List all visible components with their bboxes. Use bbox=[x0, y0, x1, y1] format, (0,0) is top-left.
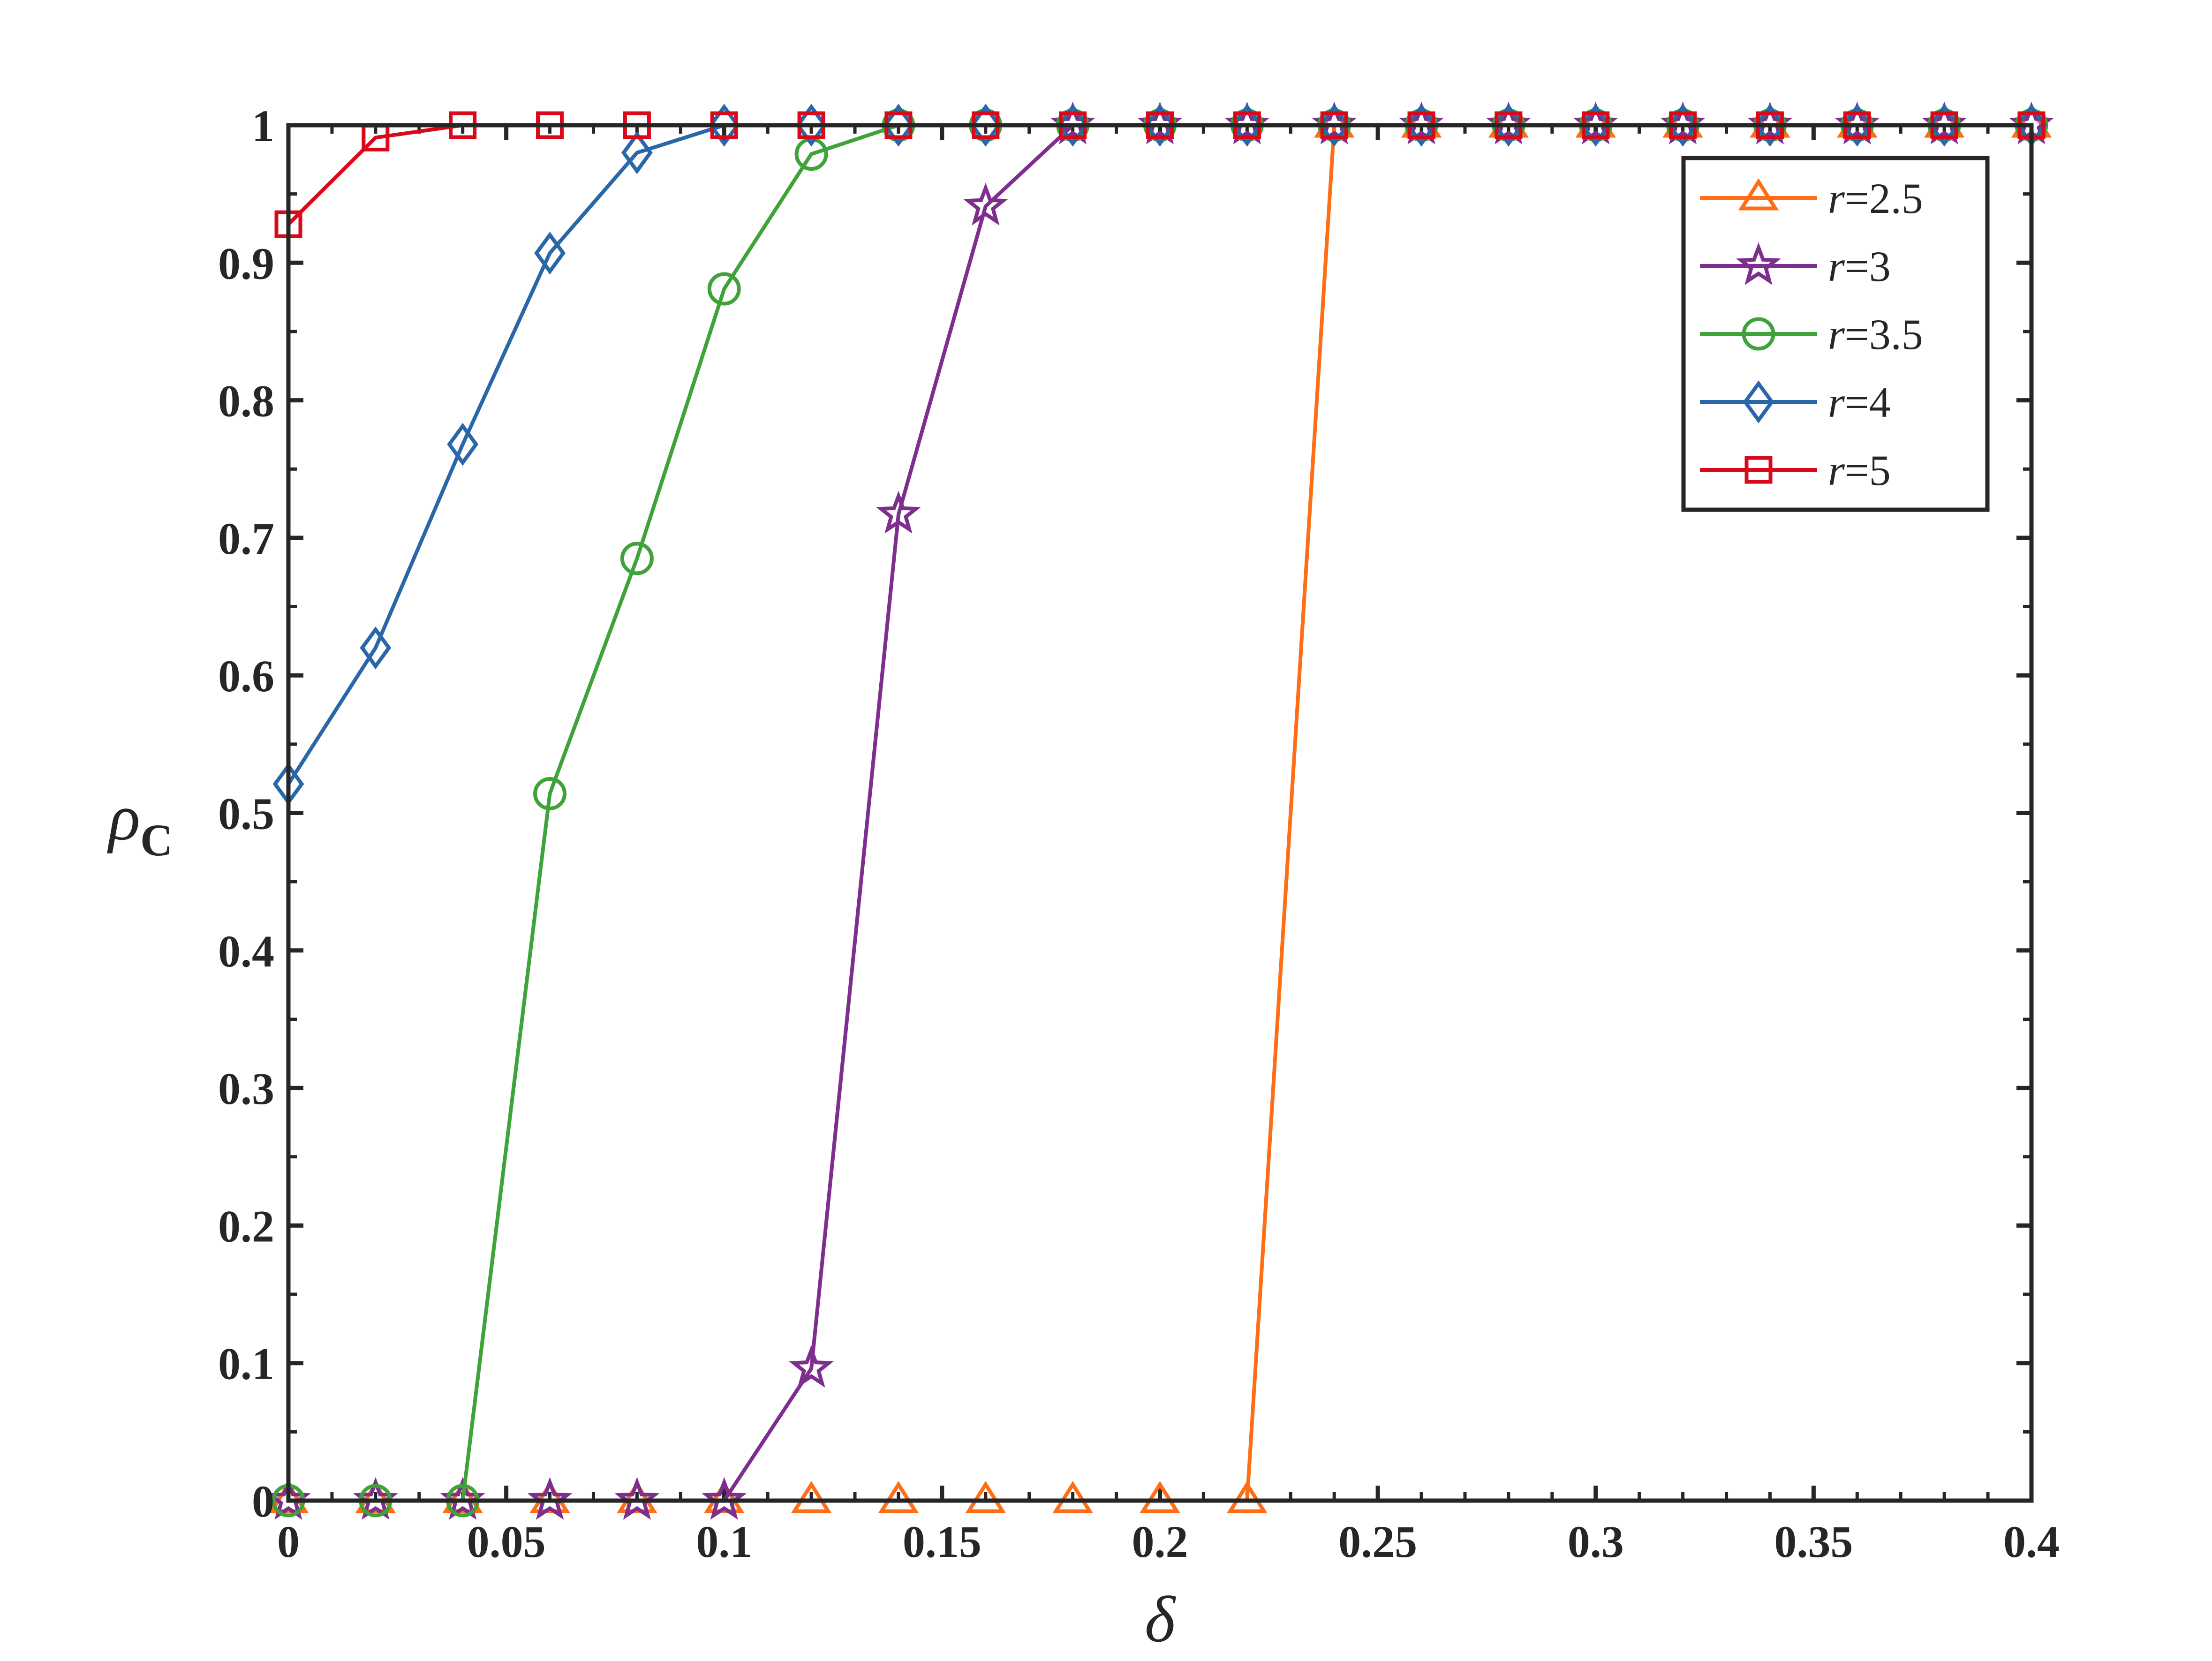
data-point bbox=[268, 1481, 309, 1513]
y-tick-label: 0.9 bbox=[218, 238, 274, 288]
data-point bbox=[355, 1481, 396, 1513]
data-point bbox=[1227, 1481, 1268, 1513]
data-point bbox=[878, 1481, 919, 1513]
data-point bbox=[614, 1477, 660, 1520]
legend-label-value: =5 bbox=[1845, 446, 1891, 494]
data-point bbox=[621, 131, 653, 174]
x-tick-label: 0.2 bbox=[1132, 1517, 1188, 1567]
x-tick-label: 0.1 bbox=[696, 1517, 752, 1567]
x-tick-label: 0.3 bbox=[1568, 1517, 1624, 1567]
legend-label-value: =3.5 bbox=[1845, 310, 1923, 358]
data-point bbox=[1667, 104, 1699, 147]
data-point bbox=[1231, 104, 1263, 147]
legend-label-variable: r bbox=[1828, 310, 1845, 358]
x-tick-label: 0.25 bbox=[1338, 1517, 1417, 1567]
legend-label-variable: r bbox=[1828, 446, 1845, 494]
legend-label-variable: r bbox=[1828, 242, 1845, 290]
data-point bbox=[1754, 104, 1786, 147]
legend-item: r=4 bbox=[1700, 378, 1891, 426]
data-point bbox=[970, 104, 1002, 147]
y-tick-label: 0.2 bbox=[218, 1201, 274, 1251]
data-point bbox=[527, 1477, 573, 1520]
legend-label-variable: r bbox=[1828, 174, 1845, 222]
y-tick-label: 1 bbox=[252, 101, 274, 151]
y-tick-label: 0.4 bbox=[218, 926, 274, 976]
data-point bbox=[1052, 1481, 1093, 1513]
data-point bbox=[360, 626, 392, 670]
data-point bbox=[447, 423, 479, 466]
data-point bbox=[789, 1345, 834, 1388]
y-axis-label-subscript: C bbox=[140, 815, 173, 865]
data-point bbox=[708, 104, 740, 147]
data-point bbox=[533, 777, 567, 810]
x-tick-label: 0 bbox=[277, 1517, 300, 1567]
data-point bbox=[963, 182, 1008, 226]
legend-label: r=5 bbox=[1828, 446, 1891, 494]
y-tick-label: 0.1 bbox=[218, 1339, 274, 1389]
legend-label-value: =3 bbox=[1845, 242, 1891, 290]
legend: r=2.5r=3r=3.5r=4r=5 bbox=[1681, 156, 1990, 512]
x-tick-label: 0.05 bbox=[467, 1517, 546, 1567]
legend-label: r=2.5 bbox=[1828, 174, 1923, 222]
legend-label-value: =2.5 bbox=[1845, 174, 1923, 222]
data-point bbox=[883, 104, 914, 147]
data-point bbox=[791, 1481, 832, 1513]
legend-label: r=4 bbox=[1828, 378, 1891, 426]
data-point bbox=[1841, 104, 1873, 147]
x-axis-label: δ bbox=[1145, 1583, 1176, 1656]
legend-item: r=5 bbox=[1700, 446, 1891, 494]
x-tick-label: 0.4 bbox=[2003, 1517, 2060, 1567]
legend-marker bbox=[1736, 242, 1781, 285]
data-point bbox=[707, 272, 741, 306]
data-point bbox=[1318, 104, 1350, 147]
data-point bbox=[1144, 104, 1176, 147]
legend-label: r=3 bbox=[1828, 242, 1891, 290]
x-tick-label: 0.15 bbox=[903, 1517, 981, 1567]
data-point bbox=[703, 1481, 745, 1513]
y-tick-label: 0.6 bbox=[218, 651, 274, 701]
data-point bbox=[1140, 1481, 1180, 1513]
data-point bbox=[617, 1481, 657, 1513]
legend-item: r=3 bbox=[1700, 242, 1891, 290]
data-point bbox=[1928, 104, 1960, 147]
data-point bbox=[965, 1481, 1006, 1513]
data-point bbox=[1057, 104, 1089, 147]
data-point bbox=[442, 1481, 483, 1513]
x-tick-label: 0.35 bbox=[1774, 1517, 1853, 1567]
axes-box bbox=[286, 123, 2034, 1503]
data-point bbox=[795, 104, 827, 147]
y-tick-label: 0.7 bbox=[218, 513, 274, 564]
legend-marker bbox=[1743, 380, 1774, 423]
legend-marker bbox=[1742, 317, 1775, 351]
y-tick-label: 0.8 bbox=[218, 376, 274, 426]
data-point bbox=[702, 1477, 747, 1520]
data-point bbox=[1405, 104, 1437, 147]
data-point bbox=[620, 542, 654, 575]
legend-item: r=2.5 bbox=[1700, 174, 1923, 222]
data-point bbox=[529, 1481, 570, 1513]
data-point bbox=[1493, 104, 1525, 147]
legend-label-value: =4 bbox=[1845, 378, 1891, 426]
legend-item: r=3.5 bbox=[1700, 310, 1923, 358]
data-point bbox=[534, 231, 566, 275]
y-tick-label: 0 bbox=[252, 1476, 274, 1526]
y-axis-label: ρC bbox=[107, 781, 173, 865]
data-point bbox=[794, 137, 828, 171]
tick-labels: 0 0.05 0.1 0.15 0.2 0.25 0.3 0.35 0.4 0 0.1 0.2 0.3 0… bbox=[218, 101, 2060, 1567]
legend-label-variable: r bbox=[1828, 378, 1845, 426]
data-point bbox=[1580, 104, 1612, 147]
data-point bbox=[876, 491, 921, 534]
legend-marker bbox=[1738, 178, 1779, 211]
legend-label: r=3.5 bbox=[1828, 310, 1923, 358]
y-axis-label-symbol: ρ bbox=[107, 781, 140, 854]
y-tick-label: 0.5 bbox=[218, 789, 274, 839]
y-tick-label: 0.3 bbox=[218, 1064, 274, 1114]
legend-marker bbox=[1744, 456, 1773, 484]
